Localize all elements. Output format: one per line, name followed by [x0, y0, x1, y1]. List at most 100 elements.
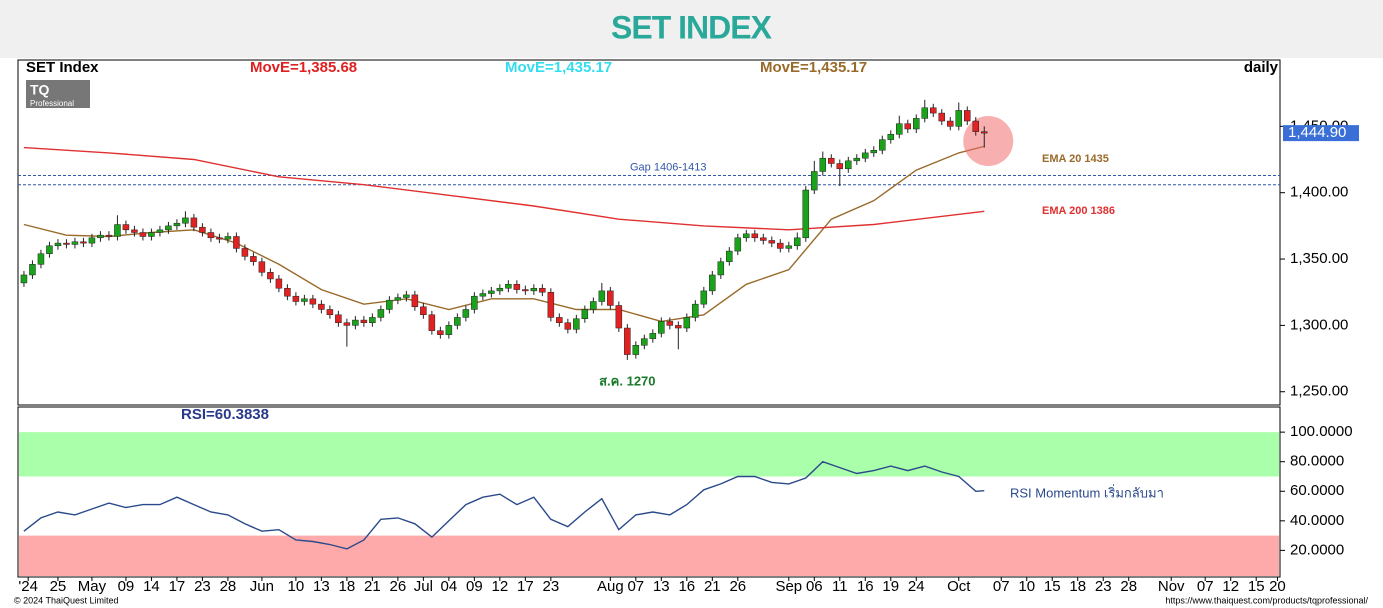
- candle: [20, 274, 28, 284]
- candle: [870, 149, 878, 154]
- candle: [692, 303, 699, 318]
- candle: [751, 233, 759, 239]
- candle: [233, 236, 240, 249]
- candle: [224, 236, 232, 240]
- candle: [930, 107, 937, 114]
- candle: [250, 256, 257, 262]
- band: [19, 535, 1279, 576]
- candle: [88, 237, 96, 244]
- line: [23, 145, 985, 323]
- candle: [556, 317, 563, 323]
- x-tick-label: Nov: [1158, 578, 1185, 595]
- x-tick-label: 10: [1018, 578, 1035, 595]
- candle: [173, 222, 181, 227]
- x-tick-label: 21: [704, 578, 721, 595]
- line: [23, 460, 985, 550]
- y-tick-label: 100.0000: [1290, 423, 1353, 440]
- y-tick-label: 1,400.00: [1290, 184, 1348, 201]
- candle: [887, 134, 895, 140]
- candle: [802, 189, 810, 239]
- candle: [326, 309, 334, 316]
- x-tick-label: 24: [908, 578, 925, 595]
- footer-right: https://www.thaiquest.com/products/tqpro…: [1165, 595, 1368, 605]
- candle: [309, 298, 317, 305]
- candle: [122, 224, 130, 231]
- candle: [496, 287, 504, 292]
- candle: [607, 290, 614, 306]
- x-tick-label: 26: [729, 578, 746, 595]
- candle: [539, 287, 546, 293]
- candle: [97, 234, 104, 239]
- candle: [709, 274, 716, 292]
- x-tick-label: 12: [492, 578, 509, 595]
- x-tick-label: 23: [543, 578, 560, 595]
- candle: [522, 289, 529, 292]
- candle: [386, 299, 393, 310]
- x-tick-label: 12: [1222, 578, 1239, 595]
- candle: [573, 318, 580, 330]
- x-tick-label: 21: [364, 578, 381, 595]
- candle: [46, 245, 53, 254]
- candle: [131, 229, 138, 233]
- candle: [343, 322, 351, 326]
- candle: [513, 284, 521, 290]
- x-tick-label: 11: [832, 578, 848, 595]
- series-label: RSI Momentum เริ่มกลับมา: [1010, 484, 1164, 500]
- gap-label: Gap 1406-1413: [630, 161, 706, 173]
- candle: [896, 123, 903, 135]
- candle: [292, 295, 300, 302]
- x-tick-label: 23: [194, 578, 211, 595]
- x-tick-label: 09: [118, 578, 135, 595]
- x-tick-label: 17: [517, 578, 534, 595]
- x-tick-label: Jun: [250, 578, 274, 595]
- band: [19, 432, 1279, 477]
- logo-sub: Professional: [30, 99, 74, 108]
- indicator: MovE=1,435.17: [505, 59, 612, 76]
- x-tick-label: 23: [1095, 578, 1112, 595]
- candle: [139, 232, 147, 237]
- x-tick-label: 26: [390, 578, 407, 595]
- candle: [403, 294, 410, 298]
- candle: [845, 160, 852, 170]
- x-tick-label: 16: [857, 578, 874, 595]
- candle: [624, 327, 631, 355]
- y-tick-label: 80.0000: [1290, 453, 1344, 470]
- candle: [598, 290, 606, 302]
- candle: [819, 157, 827, 172]
- candle: [913, 118, 920, 130]
- candle: [777, 242, 784, 249]
- candle: [462, 309, 470, 318]
- candle: [505, 284, 512, 289]
- candle: [301, 298, 308, 302]
- x-tick-label: Sep: [775, 578, 802, 595]
- candle: [658, 321, 665, 334]
- candle: [394, 297, 402, 301]
- candle: [760, 237, 767, 241]
- candle: [80, 241, 87, 244]
- x-tick-label: Jul: [414, 578, 433, 595]
- logo: [26, 80, 90, 108]
- x-tick-label: 18: [339, 578, 356, 595]
- x-tick-label: 20: [1269, 578, 1286, 595]
- candle: [267, 272, 274, 280]
- x-tick-label: 17: [169, 578, 186, 595]
- candle: [904, 123, 912, 130]
- x-tick-label: '24: [18, 578, 38, 595]
- candle: [241, 248, 249, 257]
- candle: [530, 287, 538, 292]
- x-tick-label: May: [78, 578, 107, 595]
- candle: [454, 317, 461, 326]
- x-tick-label: 25: [50, 578, 67, 595]
- candle: [148, 232, 155, 237]
- candle: [156, 229, 164, 233]
- candle: [29, 264, 36, 276]
- candle: [352, 319, 359, 326]
- candle: [105, 234, 113, 237]
- candle: [964, 110, 971, 122]
- candle: [632, 345, 640, 355]
- y-tick-label: 20.0000: [1290, 541, 1344, 558]
- y-tick-label: 40.0000: [1290, 512, 1344, 529]
- candle: [360, 319, 368, 323]
- x-tick-label: Aug: [597, 578, 624, 595]
